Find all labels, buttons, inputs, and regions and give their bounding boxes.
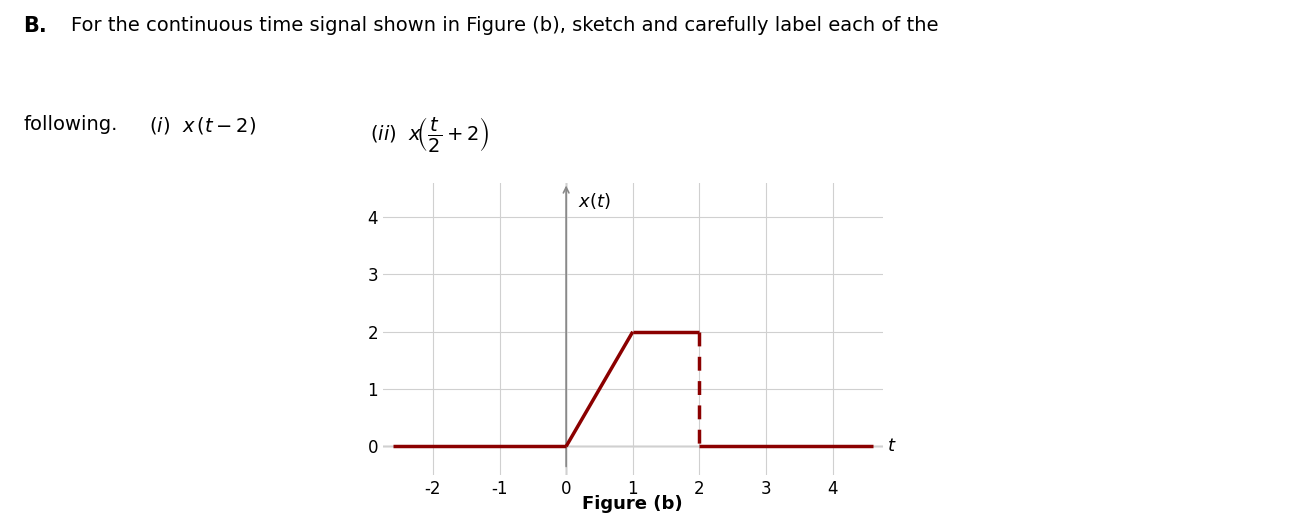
Text: $x(t)$: $x(t)$ [578,191,611,211]
Text: B.: B. [23,16,47,35]
Text: following.: following. [23,115,118,134]
Text: For the continuous time signal shown in Figure (b), sketch and carefully label e: For the continuous time signal shown in … [71,16,938,34]
Text: $(ii)$  $x\!\left(\dfrac{t}{2}+2\right)$: $(ii)$ $x\!\left(\dfrac{t}{2}+2\right)$ [370,115,489,154]
Text: $t$: $t$ [888,437,897,455]
Text: $(i)$  $x\,(t-2)$: $(i)$ $x\,(t-2)$ [149,115,257,136]
Text: Figure (b): Figure (b) [583,495,683,513]
